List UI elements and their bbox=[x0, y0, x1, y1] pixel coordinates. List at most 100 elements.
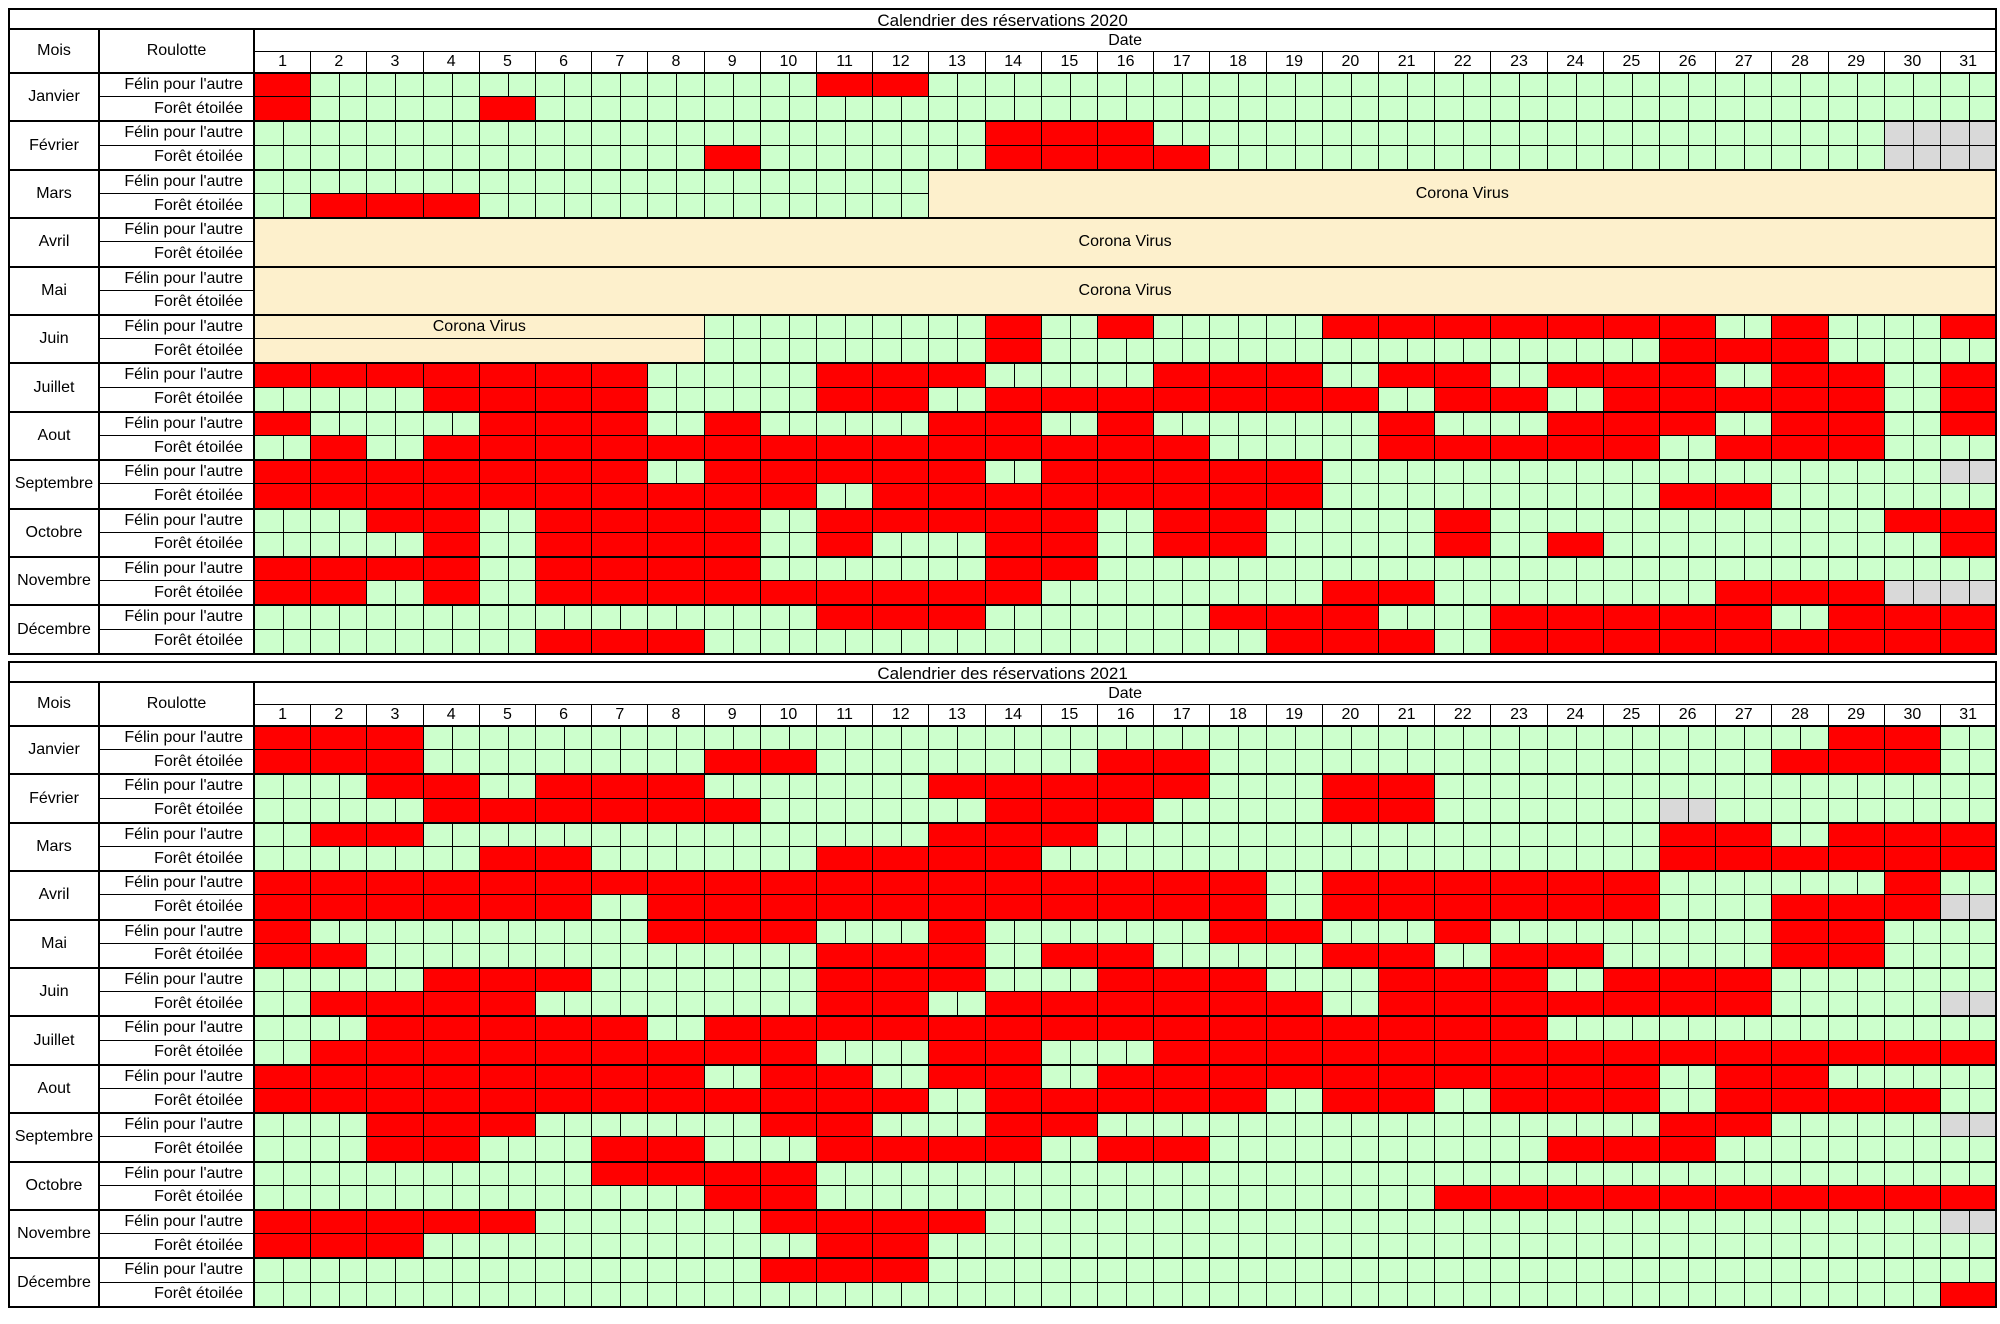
day-cell[interactable] bbox=[1491, 461, 1548, 485]
day-cell[interactable] bbox=[255, 750, 312, 776]
day-cell[interactable] bbox=[1435, 97, 1492, 123]
day-cell[interactable] bbox=[1828, 727, 1885, 751]
day-cell[interactable] bbox=[1098, 1040, 1155, 1066]
day-cell[interactable] bbox=[255, 969, 312, 993]
day-cell[interactable] bbox=[873, 484, 930, 510]
day-cell[interactable] bbox=[311, 872, 368, 896]
day-cell[interactable] bbox=[1435, 145, 1492, 171]
day-cell[interactable] bbox=[1941, 581, 1998, 607]
day-cell[interactable] bbox=[1941, 436, 1998, 462]
day-cell[interactable] bbox=[1491, 943, 1548, 969]
day-cell[interactable] bbox=[985, 145, 1042, 171]
day-cell[interactable] bbox=[1379, 412, 1436, 436]
day-cell[interactable] bbox=[1941, 727, 1998, 751]
day-cell[interactable] bbox=[1660, 823, 1717, 847]
day-cell[interactable] bbox=[311, 484, 368, 510]
day-cell[interactable] bbox=[985, 339, 1042, 365]
day-cell[interactable] bbox=[760, 1259, 817, 1283]
day-cell[interactable] bbox=[1379, 1040, 1436, 1066]
day-cell[interactable] bbox=[704, 581, 761, 607]
day-cell[interactable] bbox=[1041, 412, 1098, 436]
day-cell[interactable] bbox=[1098, 97, 1155, 123]
day-cell[interactable] bbox=[817, 872, 874, 896]
day-cell[interactable] bbox=[592, 122, 649, 146]
day-cell[interactable] bbox=[1322, 316, 1379, 340]
day-cell[interactable] bbox=[1266, 484, 1323, 510]
day-cell[interactable] bbox=[817, 364, 874, 388]
day-cell[interactable] bbox=[1772, 97, 1829, 123]
day-cell[interactable] bbox=[1772, 1114, 1829, 1138]
day-cell[interactable] bbox=[1941, 750, 1998, 776]
day-cell[interactable] bbox=[479, 629, 536, 655]
day-cell[interactable] bbox=[1716, 629, 1773, 655]
day-cell[interactable] bbox=[985, 97, 1042, 123]
day-cell[interactable] bbox=[1435, 629, 1492, 655]
day-cell[interactable] bbox=[929, 798, 986, 824]
day-cell[interactable] bbox=[1547, 122, 1604, 146]
day-cell[interactable] bbox=[1210, 461, 1267, 485]
day-cell[interactable] bbox=[1154, 992, 1211, 1018]
day-cell[interactable] bbox=[1772, 1017, 1829, 1041]
day-cell[interactable] bbox=[1772, 1065, 1829, 1089]
day-cell[interactable] bbox=[1098, 581, 1155, 607]
day-cell[interactable] bbox=[1098, 1234, 1155, 1260]
day-cell[interactable] bbox=[1379, 969, 1436, 993]
day-cell[interactable] bbox=[1266, 412, 1323, 436]
day-cell[interactable] bbox=[817, 387, 874, 413]
day-cell[interactable] bbox=[1491, 823, 1548, 847]
day-cell[interactable] bbox=[1660, 1162, 1717, 1186]
day-cell[interactable] bbox=[1547, 532, 1604, 558]
day-cell[interactable] bbox=[760, 606, 817, 630]
day-cell[interactable] bbox=[1716, 1065, 1773, 1089]
day-cell[interactable] bbox=[536, 969, 593, 993]
day-cell[interactable] bbox=[1154, 629, 1211, 655]
day-cell[interactable] bbox=[311, 992, 368, 1018]
day-cell[interactable] bbox=[1041, 920, 1098, 944]
day-cell[interactable] bbox=[1941, 606, 1998, 630]
day-cell[interactable] bbox=[1154, 1234, 1211, 1260]
day-cell[interactable] bbox=[592, 1234, 649, 1260]
day-cell[interactable] bbox=[760, 1065, 817, 1089]
day-cell[interactable] bbox=[873, 436, 930, 462]
day-cell[interactable] bbox=[592, 872, 649, 896]
day-cell[interactable] bbox=[1379, 1089, 1436, 1115]
day-cell[interactable] bbox=[367, 920, 424, 944]
day-cell[interactable] bbox=[592, 484, 649, 510]
day-cell[interactable] bbox=[1716, 581, 1773, 607]
day-cell[interactable] bbox=[1547, 943, 1604, 969]
day-cell[interactable] bbox=[648, 895, 705, 921]
day-cell[interactable] bbox=[985, 606, 1042, 630]
day-cell[interactable] bbox=[479, 1089, 536, 1115]
day-cell[interactable] bbox=[311, 1282, 368, 1308]
day-cell[interactable] bbox=[311, 847, 368, 873]
day-cell[interactable] bbox=[1828, 847, 1885, 873]
day-cell[interactable] bbox=[648, 558, 705, 582]
day-cell[interactable] bbox=[1098, 606, 1155, 630]
day-cell[interactable] bbox=[929, 1282, 986, 1308]
day-cell[interactable] bbox=[873, 629, 930, 655]
day-cell[interactable] bbox=[1435, 1162, 1492, 1186]
day-cell[interactable] bbox=[873, 387, 930, 413]
day-cell[interactable] bbox=[1098, 364, 1155, 388]
day-cell[interactable] bbox=[704, 750, 761, 776]
day-cell[interactable] bbox=[1828, 629, 1885, 655]
day-cell[interactable] bbox=[1154, 1162, 1211, 1186]
day-cell[interactable] bbox=[1154, 484, 1211, 510]
day-cell[interactable] bbox=[1322, 943, 1379, 969]
day-cell[interactable] bbox=[1716, 895, 1773, 921]
day-cell[interactable] bbox=[1716, 461, 1773, 485]
day-cell[interactable] bbox=[1210, 1234, 1267, 1260]
day-cell[interactable] bbox=[985, 872, 1042, 896]
day-cell[interactable] bbox=[1772, 558, 1829, 582]
day-cell[interactable] bbox=[1322, 1040, 1379, 1066]
day-cell[interactable] bbox=[1772, 775, 1829, 799]
day-cell[interactable] bbox=[760, 316, 817, 340]
day-cell[interactable] bbox=[479, 1040, 536, 1066]
day-cell[interactable] bbox=[1154, 1282, 1211, 1308]
day-cell[interactable] bbox=[1210, 775, 1267, 799]
day-cell[interactable] bbox=[873, 1017, 930, 1041]
day-cell[interactable] bbox=[817, 1065, 874, 1089]
day-cell[interactable] bbox=[423, 484, 480, 510]
day-cell[interactable] bbox=[423, 194, 480, 220]
day-cell[interactable] bbox=[367, 364, 424, 388]
